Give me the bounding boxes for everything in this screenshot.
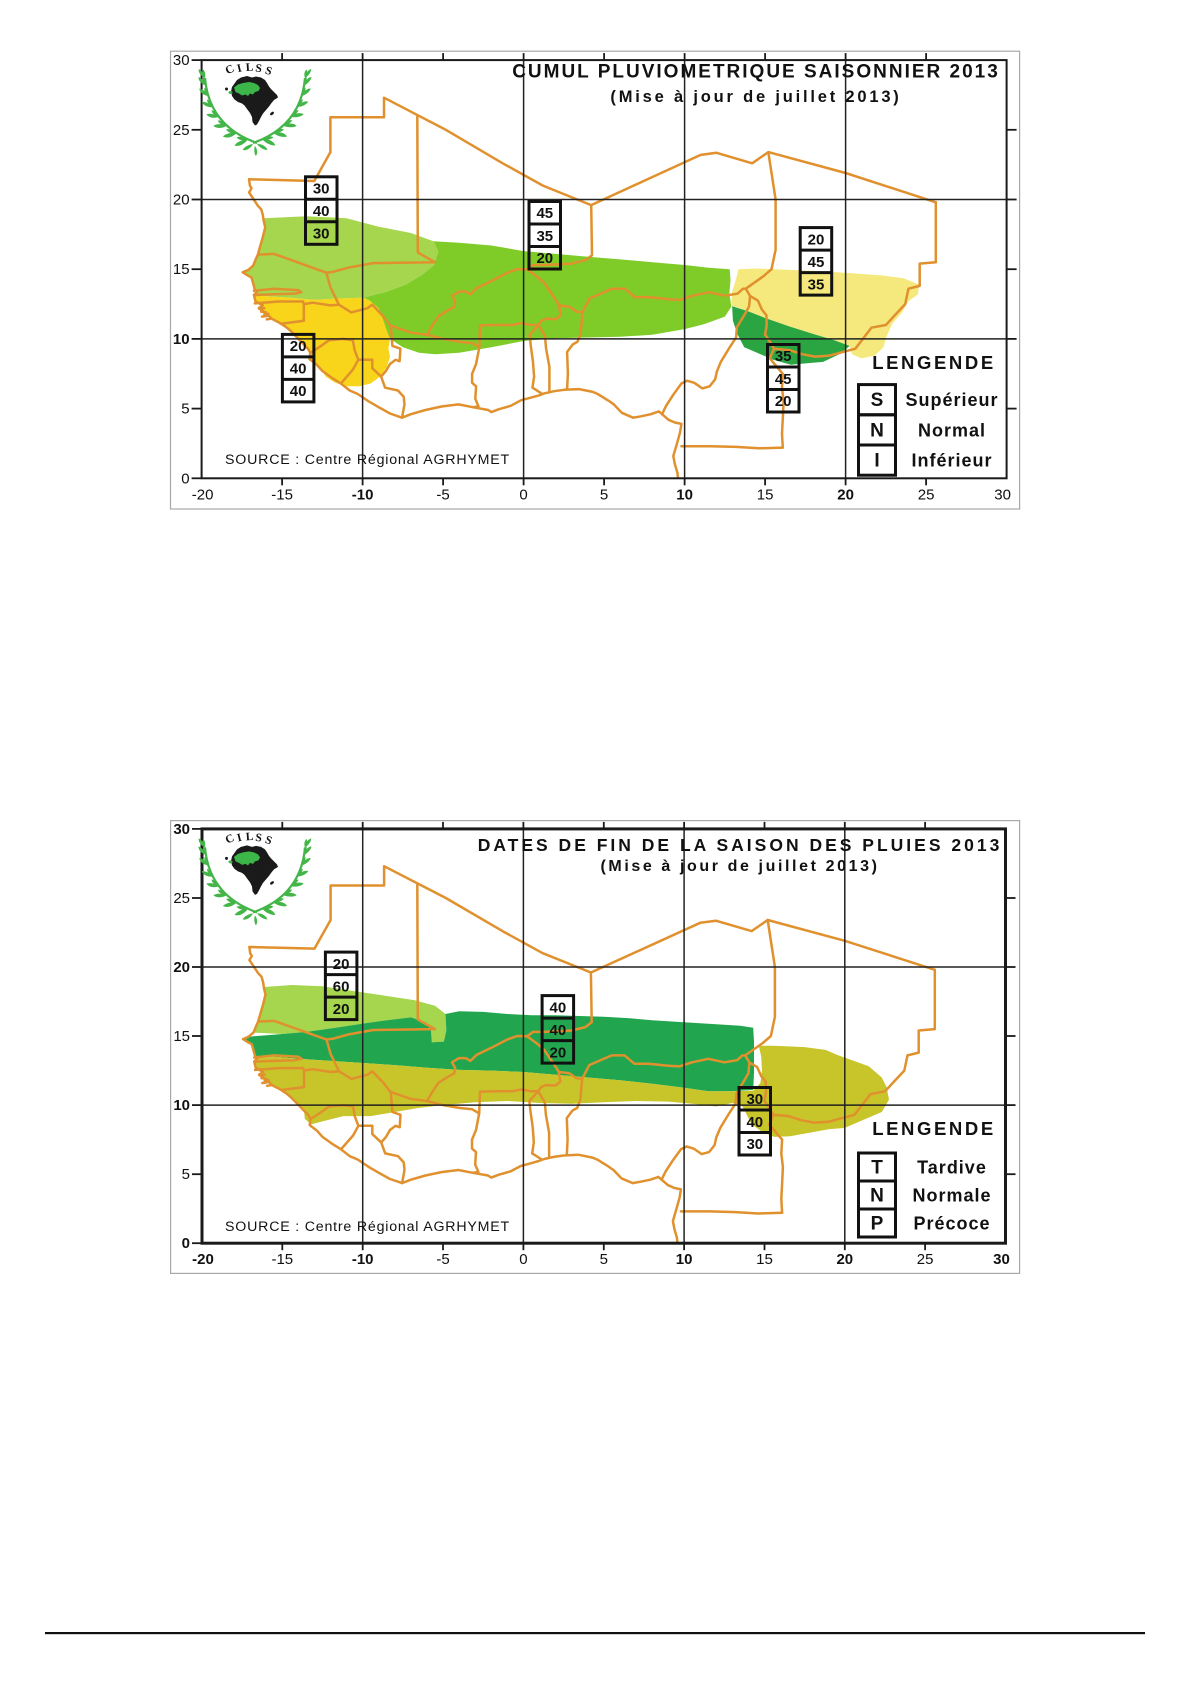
svg-text:20: 20 (837, 486, 854, 503)
svg-text:5: 5 (182, 1166, 190, 1183)
svg-text:40: 40 (746, 1114, 763, 1131)
svg-text:25: 25 (917, 1251, 934, 1268)
svg-text:35: 35 (775, 348, 792, 365)
svg-text:30: 30 (173, 821, 190, 838)
svg-text:(Mise à jour de juillet 2013): (Mise à jour de juillet 2013) (610, 88, 901, 106)
svg-text:10: 10 (173, 1097, 190, 1114)
svg-text:15: 15 (173, 1028, 190, 1045)
svg-text:20: 20 (550, 1044, 567, 1061)
svg-text:-20: -20 (192, 486, 214, 503)
svg-text:Normal: Normal (918, 420, 986, 440)
svg-text:-5: -5 (436, 1251, 449, 1268)
svg-text:S: S (264, 834, 274, 847)
svg-text:20: 20 (173, 959, 190, 976)
svg-text:40: 40 (550, 999, 567, 1016)
svg-text:25: 25 (173, 890, 190, 907)
svg-text:20: 20 (808, 231, 825, 248)
svg-text:-10: -10 (352, 1251, 374, 1268)
svg-text:I: I (874, 451, 879, 472)
svg-text:0: 0 (519, 486, 527, 503)
svg-text:SOURCE : Centre Régional AGRHY: SOURCE : Centre Régional AGRHYMET (225, 1219, 510, 1235)
svg-text:Inférieur: Inférieur (911, 451, 992, 471)
svg-text:(Mise à jour de juillet 2013): (Mise à jour de juillet 2013) (600, 858, 879, 875)
svg-text:LENGENDE: LENGENDE (872, 1118, 996, 1139)
svg-text:S: S (871, 390, 884, 411)
svg-text:15: 15 (173, 261, 190, 278)
svg-text:N: N (870, 420, 884, 441)
svg-text:35: 35 (536, 228, 553, 245)
svg-text:P: P (871, 1214, 884, 1235)
svg-text:20: 20 (333, 956, 350, 973)
svg-text:25: 25 (918, 486, 935, 503)
svg-text:L: L (245, 61, 254, 74)
svg-text:Précoce: Précoce (913, 1214, 990, 1234)
svg-text:LENGENDE: LENGENDE (872, 352, 996, 373)
svg-text:40: 40 (313, 203, 330, 220)
svg-text:15: 15 (756, 1251, 773, 1268)
svg-text:0: 0 (182, 1235, 190, 1252)
svg-text:L: L (245, 831, 254, 844)
svg-text:45: 45 (536, 205, 553, 222)
svg-text:-5: -5 (436, 486, 449, 503)
svg-text:Tardive: Tardive (917, 1158, 987, 1178)
svg-text:20: 20 (173, 192, 190, 209)
svg-text:CUMUL PLUVIOMETRIQUE SAISONNIE: CUMUL PLUVIOMETRIQUE SAISONNIER 2013 (512, 62, 1000, 83)
svg-text:30: 30 (746, 1136, 763, 1153)
svg-text:20: 20 (836, 1251, 853, 1268)
svg-text:15: 15 (757, 486, 774, 503)
svg-text:DATES DE FIN DE LA SAISON DES: DATES DE FIN DE LA SAISON DES PLUIES 201… (478, 835, 1003, 855)
svg-text:10: 10 (676, 486, 693, 503)
svg-text:-20: -20 (192, 1251, 214, 1268)
svg-text:30: 30 (173, 52, 190, 69)
svg-text:20: 20 (536, 250, 553, 267)
svg-text:20: 20 (775, 393, 792, 410)
svg-text:5: 5 (181, 401, 189, 418)
svg-text:30: 30 (994, 486, 1011, 503)
svg-text:Supérieur: Supérieur (905, 390, 998, 410)
svg-text:60: 60 (333, 978, 350, 995)
svg-text:20: 20 (290, 338, 307, 355)
svg-text:5: 5 (600, 1251, 608, 1268)
svg-text:Normale: Normale (912, 1186, 991, 1206)
svg-text:SOURCE : Centre Régional AGRHY: SOURCE : Centre Régional AGRHYMET (225, 452, 510, 468)
svg-text:40: 40 (290, 361, 307, 378)
svg-text:I: I (236, 832, 244, 845)
svg-text:N: N (870, 1186, 884, 1207)
svg-text:T: T (871, 1158, 883, 1179)
svg-text:45: 45 (775, 371, 792, 388)
svg-text:0: 0 (519, 1251, 527, 1268)
svg-text:30: 30 (993, 1251, 1010, 1268)
svg-text:-15: -15 (271, 1251, 293, 1268)
svg-text:40: 40 (550, 1022, 567, 1039)
svg-text:30: 30 (313, 226, 330, 243)
svg-text:0: 0 (181, 470, 189, 487)
svg-text:10: 10 (676, 1251, 693, 1268)
svg-text:35: 35 (808, 276, 825, 293)
svg-text:30: 30 (746, 1091, 763, 1108)
svg-text:20: 20 (333, 1001, 350, 1018)
svg-text:40: 40 (290, 383, 307, 400)
svg-text:S: S (264, 65, 274, 78)
svg-text:-10: -10 (352, 486, 374, 503)
svg-text:-15: -15 (271, 486, 293, 503)
svg-text:30: 30 (313, 181, 330, 198)
svg-text:45: 45 (808, 254, 825, 271)
svg-text:I: I (236, 62, 244, 75)
svg-text:S: S (255, 62, 263, 75)
svg-text:5: 5 (600, 486, 608, 503)
svg-text:10: 10 (173, 331, 190, 348)
svg-text:25: 25 (173, 122, 190, 139)
svg-text:S: S (255, 832, 263, 845)
